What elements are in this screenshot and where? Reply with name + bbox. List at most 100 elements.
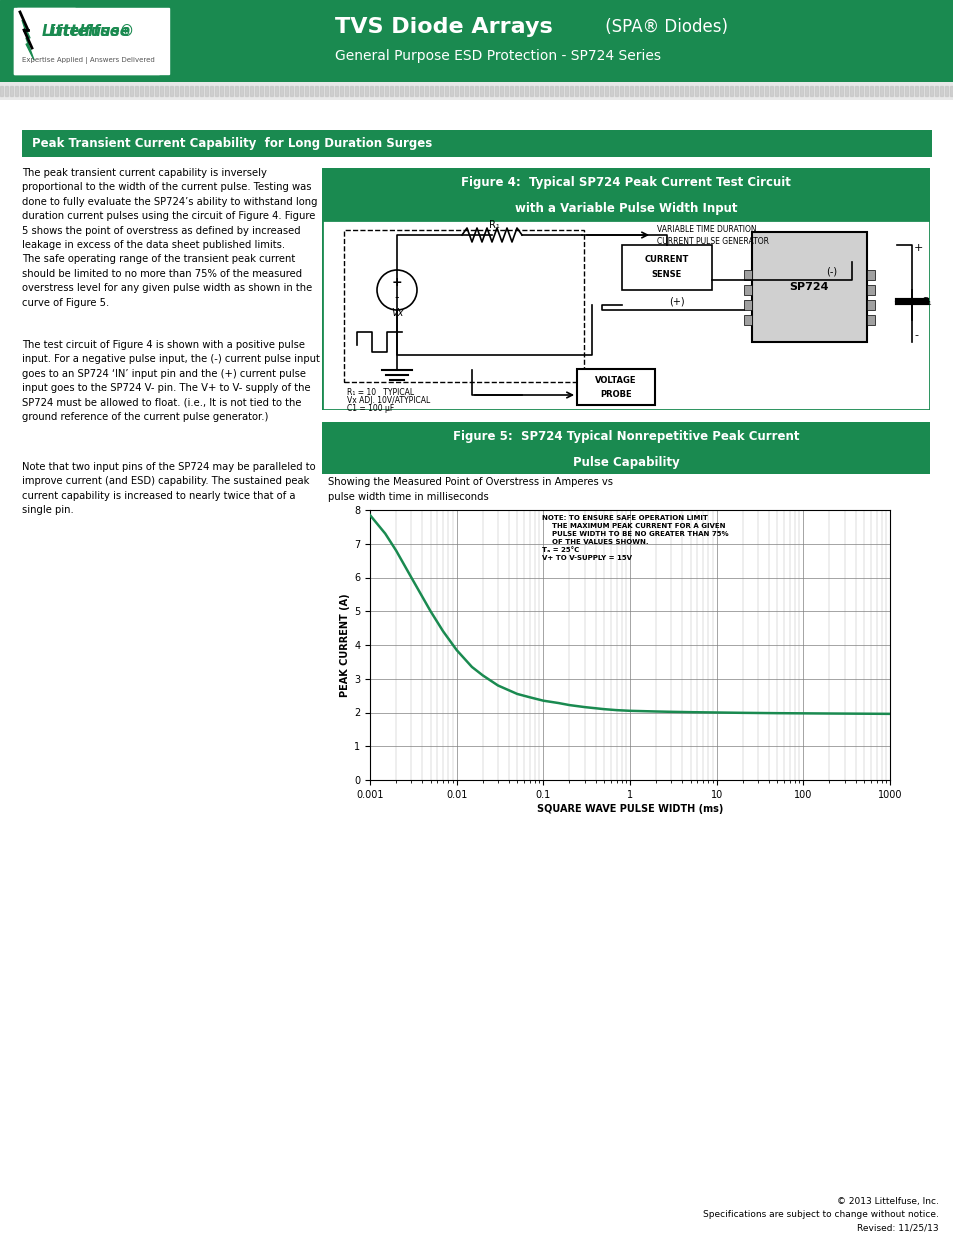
Text: C₁: C₁	[921, 296, 932, 308]
Bar	[720, 86, 722, 96]
Bar	[234, 86, 237, 96]
Bar	[744, 86, 747, 96]
Bar	[479, 86, 482, 96]
Bar	[14, 10, 159, 74]
Bar	[470, 86, 473, 96]
Bar	[120, 86, 123, 96]
Bar	[205, 86, 208, 96]
Bar	[25, 86, 28, 96]
Bar	[789, 86, 792, 96]
Bar	[5, 86, 8, 96]
Bar	[639, 86, 642, 96]
Bar	[430, 86, 433, 96]
Bar	[764, 86, 767, 96]
Bar	[544, 86, 547, 96]
Bar	[435, 86, 437, 96]
Bar	[424, 86, 428, 96]
Bar	[866, 315, 874, 325]
Bar	[624, 86, 627, 96]
Bar	[820, 86, 822, 96]
Bar	[250, 86, 253, 96]
Text: SP724: SP724	[788, 282, 828, 291]
Text: Vx ADJ. 10V/ATYPICAL: Vx ADJ. 10V/ATYPICAL	[347, 396, 430, 405]
Text: Figure 5:  SP724 Typical Nonrepetitive Peak Current: Figure 5: SP724 Typical Nonrepetitive Pe…	[453, 430, 799, 443]
Bar	[599, 86, 602, 96]
Bar	[814, 86, 817, 96]
Bar	[160, 86, 163, 96]
Text: Vx: Vx	[391, 308, 403, 317]
Text: R₁: R₁	[488, 220, 498, 230]
Bar	[510, 86, 513, 96]
Text: (+): (+)	[668, 296, 684, 308]
Bar	[675, 86, 678, 96]
Bar	[240, 86, 243, 96]
Text: (SPA® Diodes): (SPA® Diodes)	[599, 19, 727, 36]
Bar	[869, 86, 872, 96]
Bar	[95, 86, 98, 96]
Bar	[849, 86, 852, 96]
Bar	[290, 86, 293, 96]
Bar	[949, 86, 952, 96]
Bar	[629, 86, 633, 96]
Bar	[65, 86, 68, 96]
Bar	[595, 86, 598, 96]
Text: pulse width time in milliseconds: pulse width time in milliseconds	[328, 493, 488, 503]
Bar	[375, 86, 377, 96]
Text: Peak Transient Current Capability  for Long Duration Surges: Peak Transient Current Capability for Lo…	[32, 137, 432, 151]
Bar	[90, 86, 92, 96]
Bar	[419, 86, 422, 96]
Bar	[934, 86, 937, 96]
Bar	[350, 86, 353, 96]
Bar	[504, 86, 507, 96]
Bar	[794, 86, 797, 96]
Bar	[319, 86, 323, 96]
Text: Expertise Applied | Answers Delivered: Expertise Applied | Answers Delivered	[22, 57, 154, 63]
Bar	[619, 86, 622, 96]
Bar	[579, 86, 582, 96]
Bar	[804, 86, 807, 96]
Bar	[174, 86, 178, 96]
Bar	[655, 86, 658, 96]
Bar	[729, 86, 732, 96]
Bar	[399, 86, 402, 96]
Text: +: +	[392, 275, 402, 289]
Text: Pulse Capability: Pulse Capability	[572, 456, 679, 469]
Bar	[100, 86, 103, 96]
Bar	[769, 86, 772, 96]
Bar	[455, 86, 457, 96]
Bar	[535, 86, 537, 96]
Bar	[464, 86, 468, 96]
Bar	[743, 270, 751, 280]
Bar	[325, 86, 328, 96]
Text: (-): (-)	[825, 267, 837, 277]
Bar	[254, 86, 257, 96]
Bar	[879, 86, 882, 96]
Bar	[635, 86, 638, 96]
Bar	[210, 86, 213, 96]
Bar	[200, 86, 203, 96]
Text: +: +	[913, 243, 923, 253]
Bar	[749, 86, 752, 96]
Bar	[866, 285, 874, 295]
Bar	[15, 86, 18, 96]
Bar	[305, 86, 308, 96]
Bar	[385, 86, 388, 96]
Bar	[899, 86, 902, 96]
Text: PROBE: PROBE	[599, 390, 631, 399]
Bar	[274, 86, 277, 96]
Bar	[751, 232, 866, 342]
Text: R₁ = 10   TYPICAL: R₁ = 10 TYPICAL	[347, 388, 414, 396]
Bar	[115, 86, 118, 96]
Bar	[60, 86, 63, 96]
Bar	[20, 86, 23, 96]
Bar	[265, 86, 268, 96]
Bar	[230, 86, 233, 96]
Bar	[145, 86, 148, 96]
Bar	[854, 86, 857, 96]
Bar	[499, 86, 502, 96]
Bar	[415, 86, 417, 96]
Bar	[339, 86, 343, 96]
Bar	[824, 86, 827, 96]
Bar	[809, 86, 812, 96]
Bar	[859, 86, 862, 96]
